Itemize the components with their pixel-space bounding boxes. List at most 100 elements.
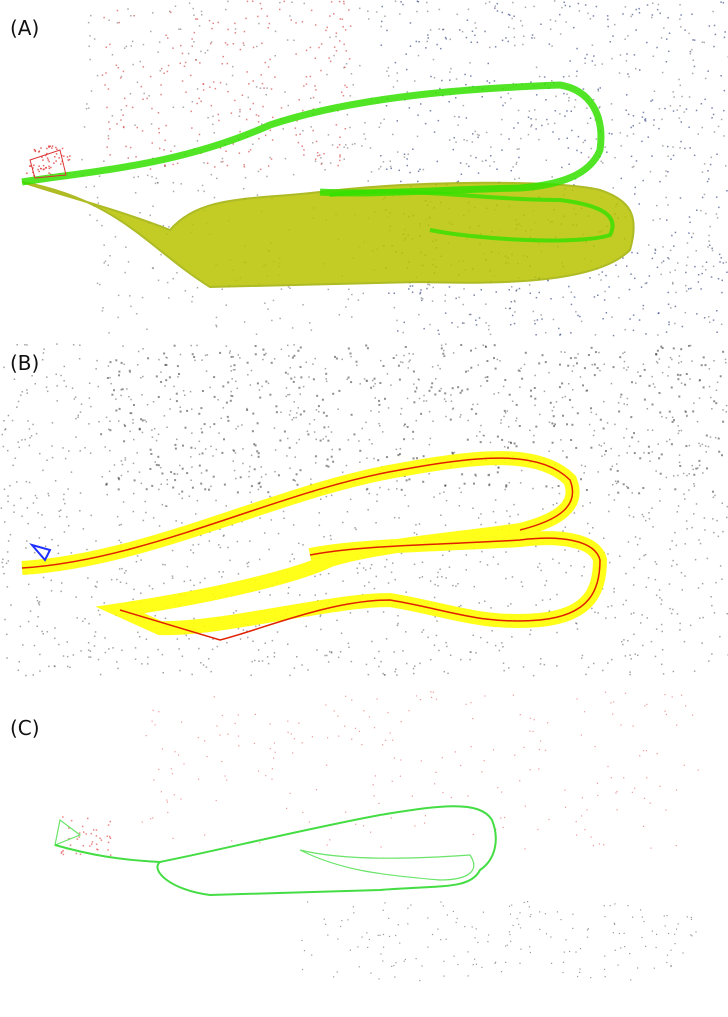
- point: [701, 103, 703, 105]
- point: [695, 931, 696, 932]
- point: [510, 308, 512, 310]
- point: [147, 657, 149, 659]
- point: [287, 373, 289, 375]
- point: [246, 71, 248, 73]
- point: [483, 912, 484, 913]
- point: [370, 568, 372, 570]
- point: [380, 166, 382, 168]
- point: [319, 102, 321, 104]
- point: [148, 95, 150, 97]
- point: [285, 372, 287, 374]
- point: [419, 980, 420, 981]
- point: [353, 433, 355, 435]
- point: [197, 500, 199, 502]
- point: [346, 63, 348, 65]
- point: [235, 723, 236, 724]
- point: [604, 443, 606, 445]
- point: [102, 476, 104, 478]
- point: [630, 127, 632, 129]
- point: [437, 576, 439, 578]
- point: [161, 68, 163, 70]
- point: [214, 197, 216, 199]
- point: [406, 69, 408, 71]
- point: [412, 353, 414, 355]
- point: [476, 435, 478, 437]
- point: [2, 434, 4, 436]
- point: [539, 563, 541, 565]
- point: [20, 498, 22, 500]
- point: [140, 418, 142, 420]
- point: [480, 425, 482, 427]
- point: [176, 439, 178, 441]
- point: [392, 562, 394, 564]
- point: [396, 674, 398, 676]
- point: [86, 108, 88, 110]
- point: [162, 564, 164, 566]
- point: [175, 520, 177, 522]
- point: [566, 423, 568, 425]
- point: [667, 204, 669, 206]
- point: [446, 38, 448, 40]
- point: [652, 14, 654, 16]
- point: [200, 483, 202, 485]
- point: [658, 312, 660, 314]
- point: [691, 935, 692, 936]
- point: [188, 638, 190, 640]
- point: [287, 644, 289, 646]
- point: [376, 501, 378, 503]
- point: [453, 911, 454, 912]
- point: [319, 525, 321, 527]
- point: [562, 397, 564, 399]
- point: [315, 158, 317, 160]
- point: [64, 366, 66, 368]
- point: [298, 543, 300, 545]
- point: [159, 132, 161, 134]
- point: [329, 37, 331, 39]
- point: [192, 296, 194, 298]
- point: [533, 441, 535, 443]
- point: [612, 714, 613, 715]
- point: [430, 691, 431, 692]
- point: [391, 168, 393, 170]
- point: [689, 147, 691, 149]
- point: [393, 651, 395, 653]
- point: [564, 790, 565, 791]
- point: [577, 353, 579, 355]
- point: [711, 248, 713, 250]
- point: [551, 963, 552, 964]
- point: [112, 115, 114, 117]
- point: [333, 976, 334, 977]
- point: [689, 378, 691, 380]
- point: [109, 377, 111, 379]
- point: [672, 421, 674, 423]
- point: [328, 466, 330, 468]
- point: [708, 178, 710, 180]
- point: [657, 362, 659, 364]
- point: [634, 54, 636, 56]
- point: [551, 45, 553, 47]
- point: [475, 320, 477, 322]
- point: [189, 2, 191, 4]
- point: [355, 529, 357, 531]
- point: [167, 282, 169, 284]
- point: [514, 755, 515, 756]
- point: [665, 810, 666, 811]
- point: [652, 451, 654, 453]
- point: [67, 488, 69, 490]
- point: [147, 357, 149, 359]
- point: [524, 848, 525, 849]
- point: [139, 428, 141, 430]
- point: [618, 297, 620, 299]
- point: [248, 562, 250, 564]
- point: [354, 527, 356, 529]
- point: [325, 368, 327, 370]
- point: [306, 626, 308, 628]
- point: [237, 426, 239, 428]
- point: [359, 462, 361, 464]
- point: [597, 783, 598, 784]
- point: [98, 386, 100, 388]
- point: [152, 267, 154, 269]
- point: [504, 410, 506, 412]
- point: [94, 645, 96, 647]
- point: [345, 812, 346, 813]
